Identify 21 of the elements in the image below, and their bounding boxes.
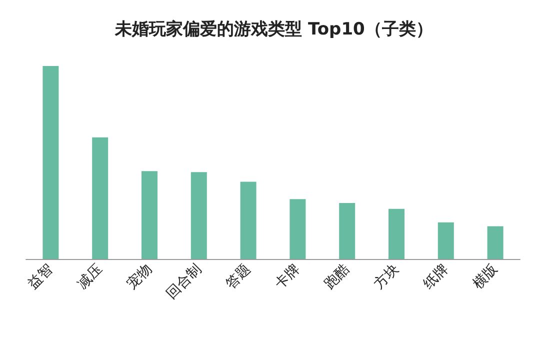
bar	[42, 66, 59, 259]
x-tick-label: 答题	[222, 261, 254, 292]
bar	[388, 208, 404, 259]
bar	[438, 222, 454, 259]
bar	[92, 137, 108, 259]
bar	[190, 172, 207, 259]
x-tick-label: 减压	[74, 261, 106, 292]
bar	[142, 171, 158, 259]
bar	[240, 182, 256, 259]
bar	[290, 199, 306, 259]
x-tick-label: 回合制	[164, 261, 205, 302]
bar	[487, 226, 504, 259]
x-tick-label: 益智	[25, 261, 56, 292]
x-tick-label: 方块	[371, 261, 402, 292]
x-tick-label: 纸牌	[420, 261, 452, 292]
x-tick-label: 跑酷	[322, 261, 353, 292]
bar	[339, 203, 356, 259]
x-tick-label: 卡牌	[272, 261, 304, 292]
x-tick-label: 宠物	[124, 261, 156, 292]
x-tick-label: 横版	[470, 261, 501, 292]
chart-title: 未婚玩家偏爱的游戏类型 Top10（子类）	[114, 20, 433, 40]
